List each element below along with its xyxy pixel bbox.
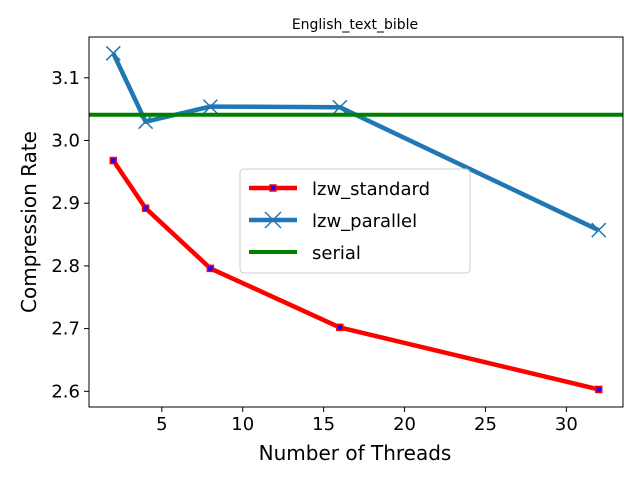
chart-title: English_text_bible [292, 17, 418, 33]
x-tick-label: 15 [312, 414, 335, 435]
marker-stroke [138, 114, 154, 130]
marker-stroke [591, 222, 607, 238]
marker-stroke [202, 99, 218, 115]
data-point-marker [269, 184, 277, 192]
x-tick-label: 10 [231, 414, 254, 435]
y-tick-label: 2.8 [51, 256, 80, 277]
legend-label: serial [312, 243, 361, 264]
y-axis-title: Compression Rate [17, 131, 41, 313]
legend-label: lzw_parallel [312, 211, 417, 232]
y-tick-label: 3.0 [51, 130, 80, 151]
legend-label: lzw_standard [312, 179, 430, 200]
legend-item-lzw_standard: lzw_standard [249, 179, 430, 200]
marker-stroke [105, 45, 121, 61]
data-point-marker [202, 99, 218, 115]
plot-frame [88, 36, 624, 408]
legend-item-lzw_parallel: lzw_parallel [249, 211, 417, 232]
x-tick-label: 5 [156, 414, 167, 435]
data-point-marker [591, 222, 607, 238]
data-point-marker [105, 45, 121, 61]
marker-stroke [332, 99, 348, 115]
data-point-marker [141, 204, 150, 212]
data-point-marker [594, 385, 603, 394]
data-point-marker [264, 211, 282, 229]
y-tick-label: 2.9 [51, 193, 80, 214]
series-lzw_parallel [105, 45, 607, 238]
data-point-marker [206, 264, 215, 273]
x-tick-label: 20 [393, 414, 416, 435]
x-tick-label: 25 [474, 414, 497, 435]
marker-stroke [264, 211, 282, 229]
data-point-marker [336, 323, 344, 332]
data-point-marker [332, 99, 348, 115]
y-tick-label: 2.7 [51, 319, 80, 340]
legend-item-serial: serial [249, 243, 361, 264]
series-lzw_standard [109, 156, 603, 394]
data-point-marker [109, 156, 118, 165]
y-tick-label: 2.6 [51, 381, 80, 402]
legend-box [239, 168, 471, 274]
x-tick-label: 30 [555, 414, 578, 435]
y-tick-label: 3.1 [51, 68, 80, 89]
data-point-marker [138, 114, 154, 130]
x-axis-title: Number of Threads [259, 441, 452, 465]
